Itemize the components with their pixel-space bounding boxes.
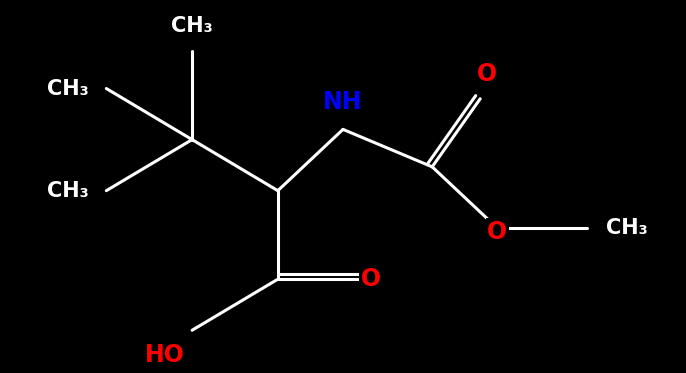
Text: HO: HO xyxy=(145,342,185,367)
Text: CH₃: CH₃ xyxy=(606,218,648,238)
Text: O: O xyxy=(360,267,381,291)
Text: CH₃: CH₃ xyxy=(172,16,213,36)
Text: CH₃: CH₃ xyxy=(47,79,89,98)
Text: CH₃: CH₃ xyxy=(47,181,89,201)
Text: O: O xyxy=(477,63,497,87)
Text: O: O xyxy=(487,220,508,244)
Text: NH: NH xyxy=(323,90,363,115)
